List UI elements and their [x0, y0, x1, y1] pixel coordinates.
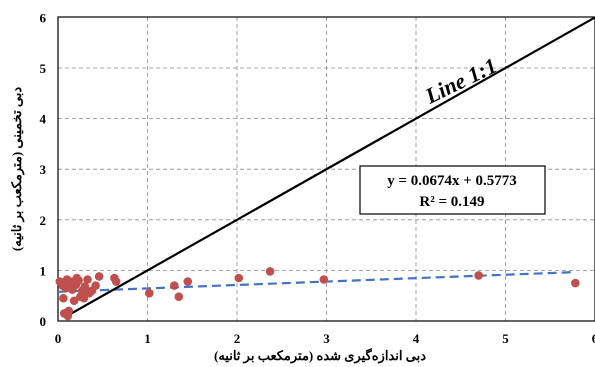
data-point — [265, 267, 275, 276]
y-tick-label: 2 — [40, 213, 47, 228]
x-tick-label: 1 — [144, 331, 151, 346]
data-point — [144, 288, 154, 298]
data-point — [80, 282, 90, 291]
data-point — [319, 275, 329, 284]
data-point — [183, 277, 193, 286]
data-point — [111, 277, 121, 286]
x-axis-label: دبی اندازه‌گیری شده (مترمکعب بر ثانیه) — [214, 347, 426, 364]
data-point — [170, 281, 179, 290]
series-layer — [55, 16, 595, 321]
data-point — [91, 281, 100, 290]
x-tick-label: 3 — [323, 331, 330, 346]
data-point — [74, 276, 83, 285]
x-tick-label: 0 — [55, 331, 62, 346]
y-tick-label: 4 — [40, 112, 47, 127]
y-tick-label: 1 — [40, 263, 47, 278]
data-point — [69, 296, 79, 306]
data-point — [571, 278, 580, 288]
data-point — [59, 293, 68, 303]
x-tick-label: 5 — [502, 331, 509, 346]
x-tick-label: 4 — [413, 331, 420, 346]
data-point — [64, 306, 74, 316]
axis-ticks: 0 1 2 3 4 5 6 0 1 2 3 4 5 6 — [40, 10, 595, 346]
equation-box — [359, 165, 546, 215]
data-point — [174, 292, 184, 302]
y-axis-label: دبی تخمینی (مترمکعب بر ثانیه) — [9, 87, 25, 251]
data-point — [474, 271, 483, 280]
trendline-equation: y = 0.0674x + 0.5773 — [387, 173, 517, 189]
line-1-1-label: Line 1:1 — [420, 53, 501, 109]
trendline — [57, 270, 576, 293]
data-point — [94, 272, 104, 281]
y-tick-label: 3 — [40, 162, 47, 177]
y-tick-label: 0 — [40, 314, 47, 329]
plot-frame — [57, 16, 595, 322]
r-squared: R² = 0.149 — [419, 194, 484, 210]
data-point — [83, 275, 92, 284]
y-tick-label: 5 — [40, 61, 47, 76]
identity-line — [66, 16, 595, 317]
x-tick-label: 2 — [234, 331, 241, 346]
data-point — [234, 273, 244, 283]
x-tick-label: 6 — [592, 331, 595, 346]
y-tick-label: 6 — [40, 10, 47, 25]
data-point — [79, 293, 89, 303]
